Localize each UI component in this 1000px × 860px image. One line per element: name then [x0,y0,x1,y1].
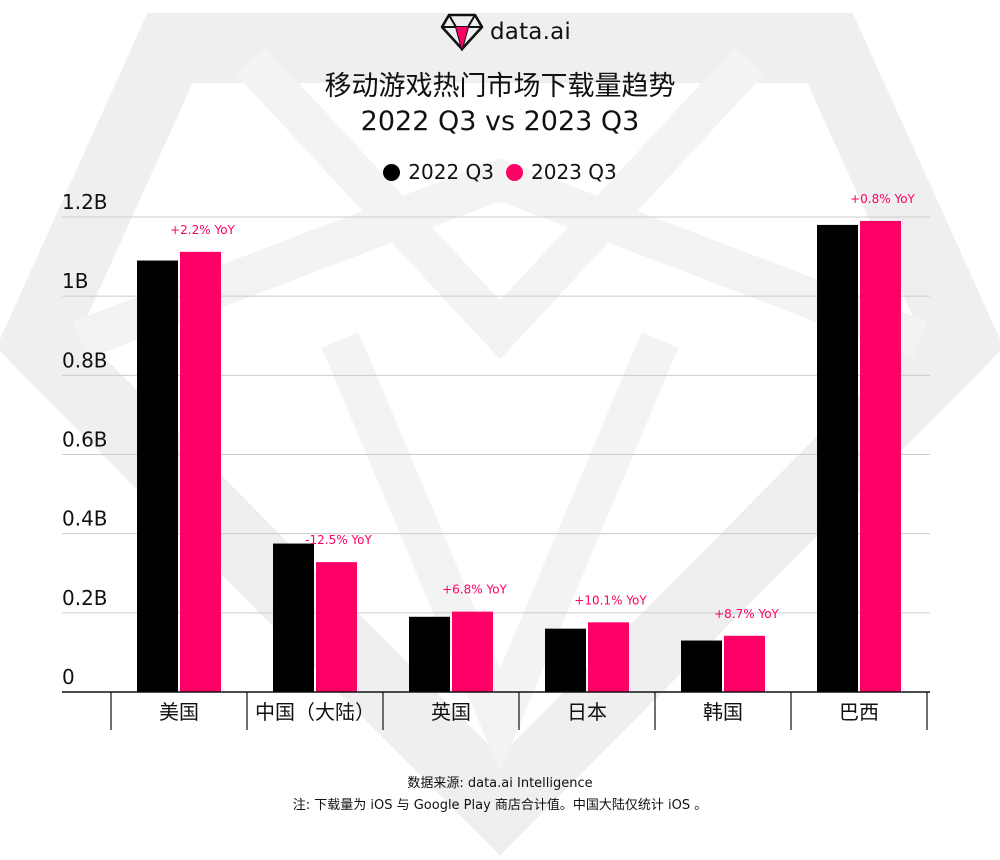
x-tick-label: 美国 [159,700,199,724]
yoy-label: +6.8% YoY [442,583,507,597]
bar-2022 [545,628,586,692]
source-note: 数据来源: data.ai Intelligence [407,776,593,791]
footnote: 注: 下载量为 iOS 与 Google Play 商店合计值。中国大陆仅统计 … [292,798,708,813]
bar-2023 [724,635,765,692]
bar-2023 [588,622,629,692]
yoy-label: +0.8% YoY [850,192,915,206]
legend-item-2022: 2022 Q3 [383,160,494,184]
legend: 2022 Q3 2023 Q3 [0,160,1000,184]
bar-2023 [452,611,493,692]
chart-subtitle: 2022 Q3 vs 2023 Q3 [360,106,640,137]
legend-label-2022: 2022 Q3 [408,160,494,184]
bar-2022 [681,640,722,692]
y-tick-label: 0 [62,665,75,689]
x-tick-label: 英国 [431,700,471,724]
brand-name: data.ai [490,19,572,45]
bar-2023 [180,251,221,693]
bar-2023 [860,220,901,693]
bar-2022 [817,224,858,692]
y-tick-label: 0.8B [62,348,108,372]
yoy-label: +8.7% YoY [714,607,779,621]
bar-2022 [409,616,450,692]
x-tick-label: 巴西 [839,700,879,724]
yoy-label: -12.5% YoY [305,533,372,547]
legend-swatch-2023 [506,163,523,181]
diamond-icon [440,13,484,51]
bar-2023 [316,562,357,692]
brand-logo: data.ai [0,8,1000,52]
y-tick-label: 0.2B [62,586,108,610]
legend-swatch-2022 [383,163,401,181]
x-tick-label: 日本 [567,700,607,724]
legend-item-2023: 2023 Q3 [506,160,617,184]
y-tick-label: 0.4B [62,507,108,531]
y-tick-label: 1B [62,269,88,293]
legend-label-2023: 2023 Q3 [531,160,617,184]
bar-2022 [137,260,178,692]
yoy-label: +2.2% YoY [170,223,235,237]
y-tick-label: 0.6B [62,428,108,452]
y-tick-label: 1.2B [62,190,108,214]
x-tick-label: 中国（大陆） [255,700,375,724]
x-tick-label: 韩国 [703,700,743,724]
yoy-label: +10.1% YoY [574,593,647,607]
bar-2022 [273,543,314,692]
chart-title: 移动游戏热门市场下载量趋势 [324,71,676,102]
